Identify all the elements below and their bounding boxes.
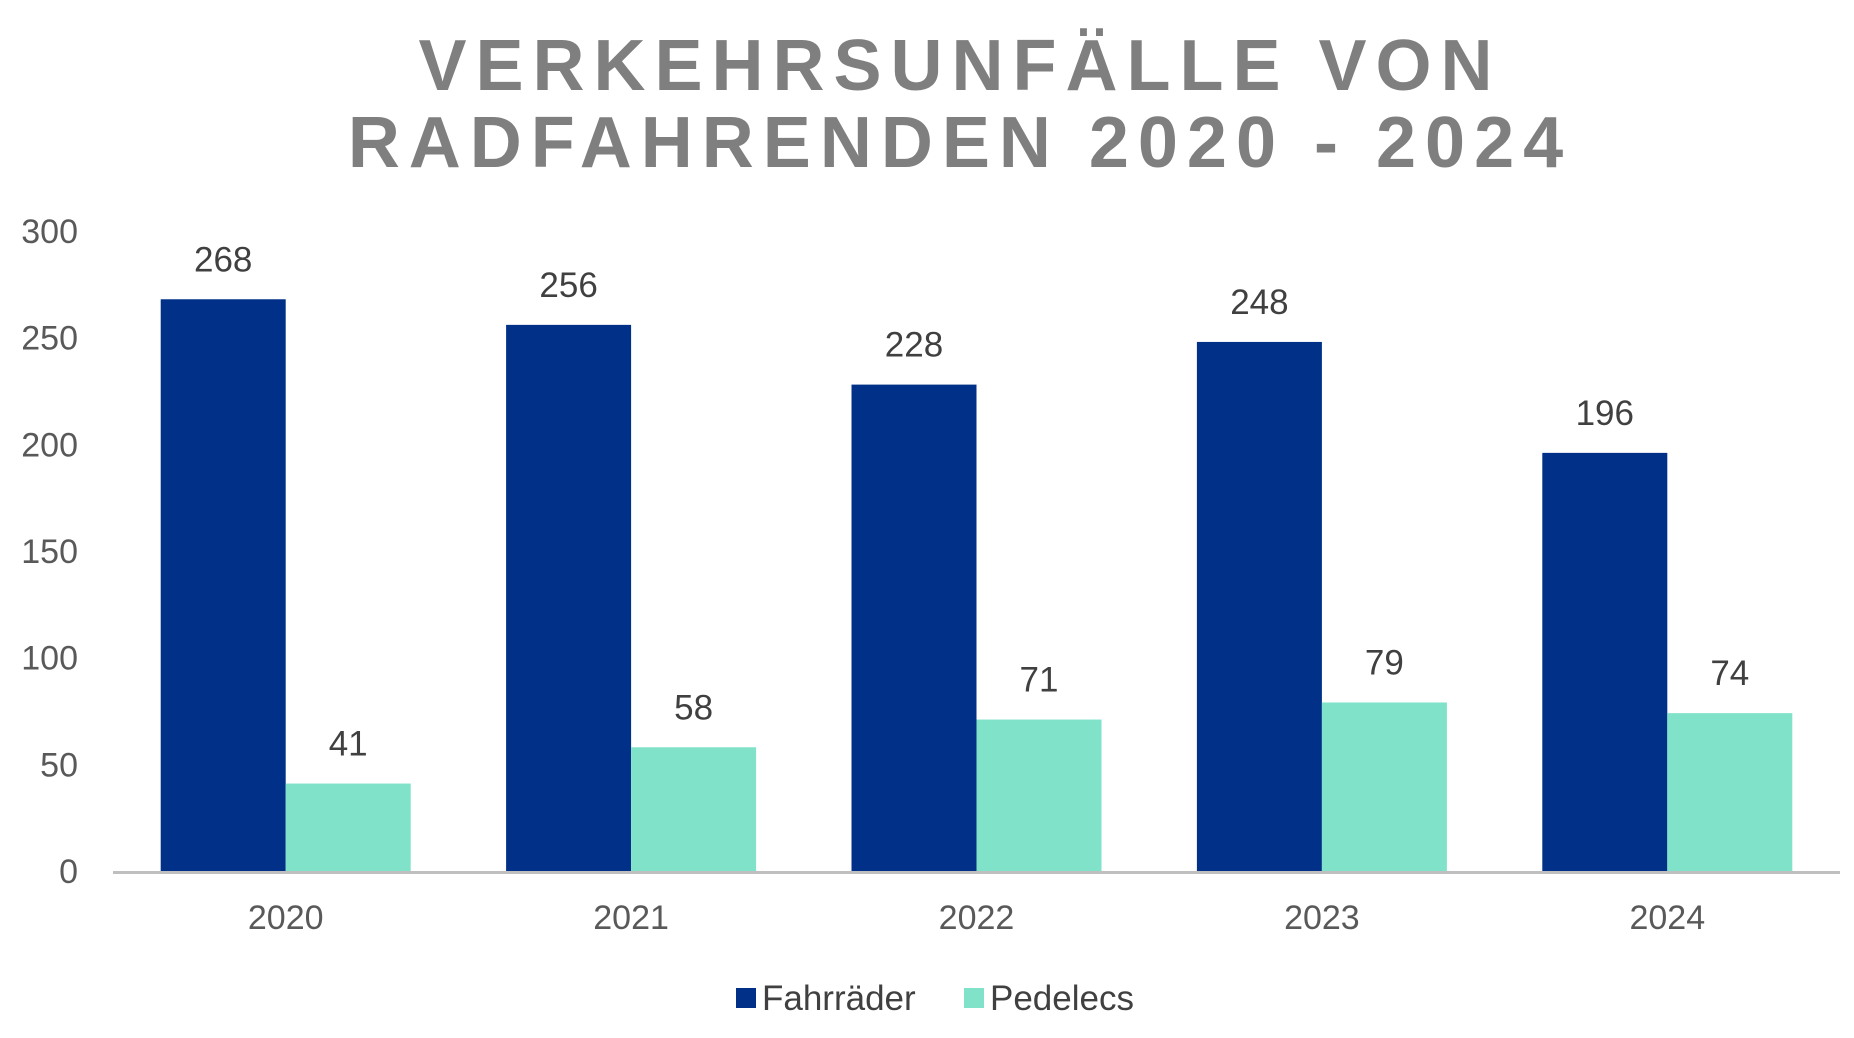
bar-pedelecs-2023 bbox=[1321, 702, 1447, 871]
x-axis-tick-labels: 2020 2021 2022 2023 2024 bbox=[248, 899, 1705, 937]
chart-title: VERKEHRSUNFÄLLE VON RADFAHRENDEN 2020 - … bbox=[348, 26, 1572, 183]
y-tick-label: 50 bbox=[40, 746, 78, 784]
x-tick-label: 2024 bbox=[1629, 899, 1705, 937]
bar-pedelecs-2021 bbox=[631, 747, 757, 871]
legend-swatch bbox=[964, 988, 984, 1008]
data-label: 196 bbox=[1576, 394, 1634, 433]
data-label: 41 bbox=[329, 725, 368, 764]
x-tick-label: 2022 bbox=[939, 899, 1015, 937]
chart-title-line-2: RADFAHRENDEN 2020 - 2024 bbox=[348, 103, 1572, 183]
chart-title-line-1: VERKEHRSUNFÄLLE VON bbox=[418, 26, 1501, 106]
data-label: 268 bbox=[194, 240, 252, 279]
data-label: 58 bbox=[674, 688, 713, 727]
bar-fahrr-der-2023 bbox=[1196, 341, 1322, 871]
bar-pedelecs-2020 bbox=[285, 783, 411, 871]
bar-fahrr-der-2020 bbox=[160, 299, 286, 871]
x-tick-label: 2023 bbox=[1284, 899, 1360, 937]
data-label: 79 bbox=[1365, 643, 1404, 682]
data-label: 228 bbox=[885, 326, 943, 365]
y-tick-label: 0 bbox=[59, 853, 78, 891]
bar-fahrr-der-2021 bbox=[506, 324, 632, 871]
y-tick-label: 300 bbox=[21, 213, 78, 251]
legend-label: Fahrräder bbox=[762, 979, 916, 1018]
legend-label: Pedelecs bbox=[990, 979, 1134, 1018]
x-tick-label: 2020 bbox=[248, 899, 324, 937]
data-labels: 268 41 256 58 228 71 248 79 196 74 bbox=[194, 240, 1749, 763]
data-label: 71 bbox=[1020, 661, 1059, 700]
legend-swatch bbox=[736, 988, 756, 1008]
bar-fahrr-der-2022 bbox=[851, 384, 977, 871]
data-label: 248 bbox=[1230, 283, 1288, 322]
legend: Fahrräder Pedelecs bbox=[736, 979, 1134, 1018]
data-label: 256 bbox=[539, 266, 597, 305]
y-axis-tick-labels: 0 50 100 150 200 250 300 bbox=[21, 213, 78, 891]
bar-pedelecs-2022 bbox=[976, 719, 1102, 871]
x-tick-label: 2021 bbox=[593, 899, 669, 937]
bars bbox=[160, 299, 1793, 871]
bar-pedelecs-2024 bbox=[1667, 713, 1793, 871]
data-label: 74 bbox=[1710, 654, 1749, 693]
y-tick-label: 200 bbox=[21, 426, 78, 464]
bar-fahrr-der-2024 bbox=[1542, 452, 1668, 871]
y-tick-label: 100 bbox=[21, 640, 78, 678]
y-tick-label: 150 bbox=[21, 533, 78, 571]
y-tick-label: 250 bbox=[21, 320, 78, 358]
